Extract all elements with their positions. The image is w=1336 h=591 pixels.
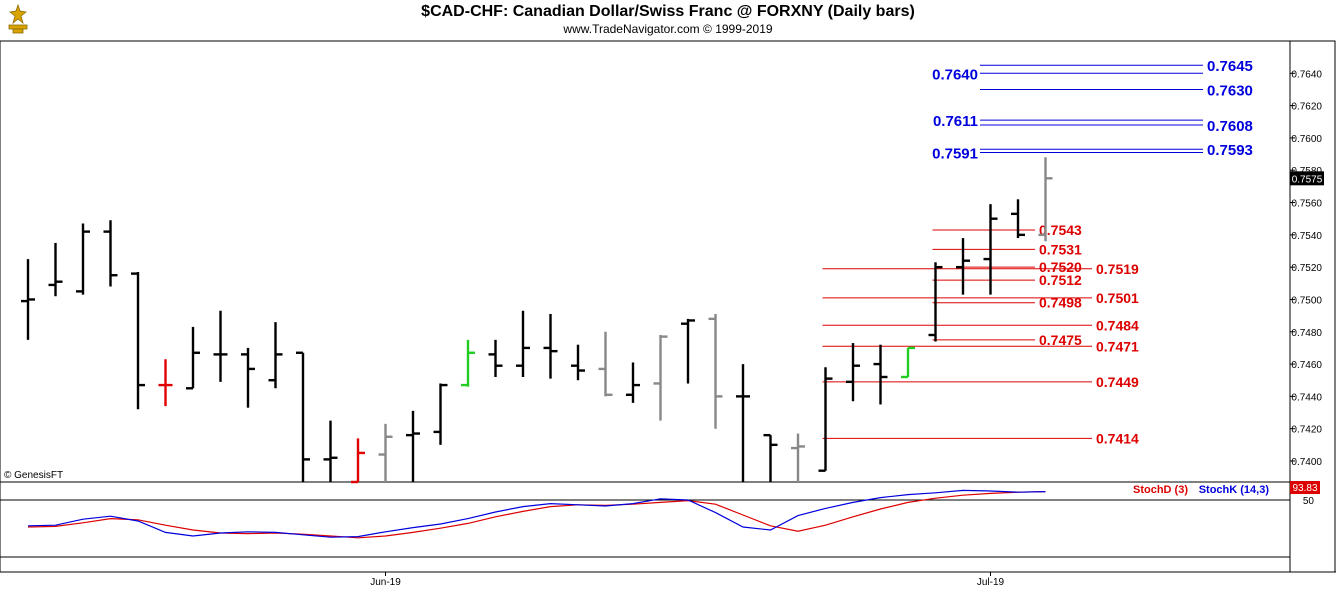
ohlc-bar [268,322,283,389]
ohlc-bar [406,410,420,482]
ohlc-bar [76,223,90,295]
ohlc-bar [846,343,860,402]
price-levels: 0.7645 0.7640 0.7630 0.7611 0.7608 0.7593 0.75… [822,58,1253,446]
ohlc-bar [103,220,118,287]
ohlc-bar [48,242,63,297]
ohlc-bar [818,367,833,472]
y-tick-label: 0.7620 [1291,102,1322,113]
y-tick-label: 0.7460 [1291,360,1322,371]
y-tick-label: 0.7600 [1291,134,1322,145]
ohlc-bar [241,347,255,408]
ohlc-bar [378,423,393,482]
support-label: 0.7449 [1096,374,1139,390]
support-label: 0.7543 [1039,222,1082,238]
support-label: 0.7520 [1039,259,1082,275]
y-tick-label: 0.7520 [1291,263,1322,274]
ohlc-bar [1038,157,1053,242]
support-label: 0.7414 [1096,430,1139,446]
support-label: 0.7471 [1096,338,1139,354]
y-tick-label: 0.7420 [1291,425,1322,436]
ohlc-bar [653,335,668,421]
ohlc-bar [708,314,723,429]
y-tick-label: 0.7540 [1291,231,1322,242]
stochastic-panel: 50 StochD (3) StochK (14,3) 93.83 [27,481,1320,539]
stochd-legend-label: StochD (3) [1133,484,1188,496]
ohlc-bar [956,238,970,295]
resistance-label: 0.7593 [1207,142,1253,159]
ohlc-bar [983,204,998,295]
stoch-panel-border [0,481,1291,573]
resistance-label: 0.7645 [1207,58,1253,75]
y-tick-label: 0.7500 [1291,295,1322,306]
last-price-label: 0.7575 [1292,174,1323,185]
ohlc-bar [131,272,145,410]
tradenavigator-logo-icon [8,3,28,34]
chart-header: $CAD-CHF: Canadian Dollar/Swiss Franc @ … [0,0,1336,40]
y-tick-label: 0.7560 [1291,199,1322,210]
support-label: 0.7531 [1039,241,1082,257]
copyright-label: © GenesisFT [4,470,63,481]
support-label: 0.7484 [1096,317,1139,333]
ohlc-bar [296,351,310,482]
ohlc-bar [763,433,778,482]
ohlc-bar [736,364,750,482]
ohlc-bars [21,157,1053,484]
y-tick-label: 0.7480 [1291,328,1322,339]
y-tick-label: 0.7400 [1291,457,1322,468]
y-tick-label: 0.7640 [1291,69,1322,80]
stoch-series-line [27,491,1046,539]
chart-subtitle: www.TradeNavigator.com © 1999-2019 [563,22,773,36]
ohlc-bar [681,318,695,384]
ohlc-bar [543,314,558,379]
ohlc-bar [21,259,35,340]
ohlc-bar [901,346,915,379]
chart-title: $CAD-CHF: Canadian Dollar/Swiss Franc @ … [421,3,915,20]
stoch-tick-label: 50 [1303,496,1315,507]
ohlc-bar [571,344,585,381]
ohlc-bar [351,438,365,484]
support-label: 0.7498 [1039,295,1082,311]
resistance-label: 0.7640 [932,66,978,83]
ohlc-bar [323,420,338,482]
stoch-series-line [27,489,1046,538]
ohlc-bar [186,326,200,390]
ohlc-bar [158,359,173,407]
ohlc-bar [433,383,448,445]
ohlc-bar [461,339,475,387]
ohlc-bar [516,310,530,377]
ohlc-bar [928,262,943,342]
ohlc-bar [488,339,503,377]
x-tick-label: Jul-19 [977,577,1005,588]
ohlc-bar [1011,199,1025,239]
resistance-label: 0.7630 [1207,82,1253,99]
y-tick-label: 0.7440 [1291,392,1322,403]
resistance-label: 0.7591 [932,145,978,162]
chart-frame [0,40,1336,573]
last-price-box [1290,171,1324,186]
x-tick-label: Jun-19 [370,577,401,588]
support-label: 0.7475 [1039,332,1082,348]
resistance-label: 0.7608 [1207,118,1253,135]
ohlc-bar [213,310,228,382]
stochk-legend-label: StochK (14,3) [1199,484,1270,496]
ohlc-bar [626,362,640,403]
support-label: 0.7512 [1039,272,1082,288]
ohlc-bar [791,433,805,482]
date-x-axis: Jun-19 Jul-19 [370,572,1005,588]
stoch-last-value-label: 93.83 [1292,483,1317,494]
price-y-axis: 0.7400 0.7420 0.7440 0.7460 0.7480 0.7500 0.75… [1290,69,1324,468]
stoch-last-value-box [1290,481,1320,494]
ohlc-bar [873,344,888,405]
support-label: 0.7519 [1096,261,1139,277]
support-label: 0.7501 [1096,290,1139,306]
resistance-label: 0.7611 [933,113,978,130]
ohlc-bar [598,331,613,397]
